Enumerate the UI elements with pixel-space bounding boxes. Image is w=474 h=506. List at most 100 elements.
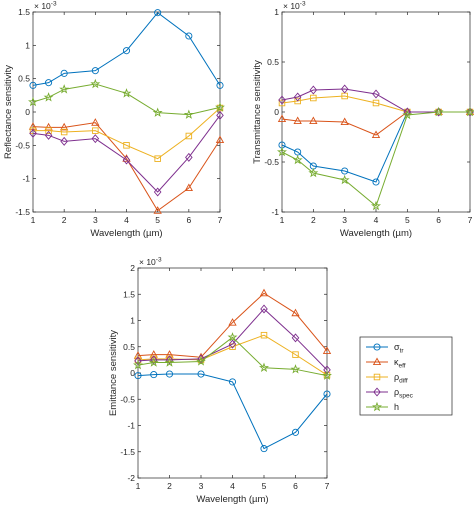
legend-label: ρspec bbox=[394, 387, 414, 400]
data-point-rho_spec bbox=[340, 84, 349, 94]
data-point-h bbox=[164, 357, 175, 367]
data-point-rho_diff bbox=[123, 142, 130, 149]
data-point-kappa_eff bbox=[259, 288, 269, 297]
chart-3: 1 2 3 4 5 6 7 -2 -1.5 -1 -0.5 0 0.5 1 1.5 2 × 10-3 Wavele… bbox=[108, 257, 332, 505]
data-point-h bbox=[339, 174, 350, 185]
data-point-h bbox=[121, 88, 132, 98]
data-point-h bbox=[308, 167, 319, 178]
x-tick-label: 7 bbox=[468, 215, 473, 225]
data-point-rho_diff bbox=[372, 99, 380, 107]
data-point-kappa_eff bbox=[322, 346, 332, 354]
data-point-rho_diff bbox=[278, 99, 286, 107]
data-point-rho_spec bbox=[278, 95, 286, 105]
data-point-kappa_eff bbox=[60, 122, 69, 131]
data-point-sigma_tr bbox=[197, 370, 205, 378]
y-tick-label: 0 bbox=[274, 107, 279, 117]
data-point-sigma_tr bbox=[134, 372, 142, 380]
data-point-rho_spec bbox=[291, 333, 300, 343]
data-point-sigma_tr bbox=[291, 428, 300, 436]
data-point-kappa_eff bbox=[277, 114, 287, 123]
data-point-kappa_eff bbox=[293, 116, 302, 125]
axes-frame bbox=[32, 11, 221, 213]
series-sigma_tr bbox=[134, 370, 331, 453]
y-tick-label: 0 bbox=[25, 107, 30, 117]
y-tick-label: 0.5 bbox=[267, 57, 279, 67]
data-point-h bbox=[322, 370, 332, 380]
data-point-sigma_tr bbox=[154, 9, 162, 17]
x-tick-label: 5 bbox=[262, 481, 267, 491]
data-point-kappa_eff bbox=[153, 206, 162, 214]
x-tick-label: 7 bbox=[325, 481, 330, 491]
data-point-rho_spec bbox=[29, 128, 37, 138]
exponent-label: × 10-3 bbox=[34, 1, 57, 12]
data-point-rho_spec bbox=[91, 134, 100, 144]
data-point-sigma_tr bbox=[45, 79, 53, 87]
y-tick-label: 1 bbox=[274, 7, 279, 17]
y-axis-label: Reflectance sensitivity bbox=[3, 65, 14, 159]
x-tick-label: 2 bbox=[62, 215, 67, 225]
legend: σtr κeff ρdiff ρspec h bbox=[359, 336, 453, 416]
data-point-kappa_eff bbox=[133, 351, 143, 359]
y-tick-label: 1.5 bbox=[123, 289, 135, 299]
data-point-h bbox=[215, 102, 225, 112]
data-point-h bbox=[465, 106, 474, 117]
data-point-kappa_eff bbox=[184, 183, 193, 192]
x-tick-label: 2 bbox=[167, 481, 172, 491]
y-tick-label: 0 bbox=[130, 368, 135, 378]
data-point-sigma_tr bbox=[185, 32, 193, 40]
data-point-h bbox=[259, 362, 269, 372]
data-point-h bbox=[292, 154, 303, 165]
data-point-h bbox=[148, 357, 159, 367]
series-line-h bbox=[281, 111, 470, 207]
data-point-h bbox=[43, 92, 54, 102]
y-tick-label: -1.5 bbox=[120, 447, 135, 457]
legend-entry-kappa_eff: κeff bbox=[366, 357, 406, 370]
x-axis-label: Wavelength (µm) bbox=[340, 228, 412, 239]
data-point-rho_diff bbox=[60, 128, 68, 136]
x-tick-label: 2 bbox=[311, 215, 316, 225]
x-tick-label: 1 bbox=[280, 215, 285, 225]
data-point-rho_diff bbox=[260, 331, 268, 339]
legend-marker bbox=[372, 401, 382, 412]
data-point-h bbox=[227, 332, 238, 342]
data-point-rho_spec bbox=[293, 92, 302, 102]
series-h bbox=[277, 106, 474, 211]
legend-entry-rho_spec: ρspec bbox=[366, 387, 414, 400]
data-point-h bbox=[277, 146, 287, 157]
data-point-rho_spec bbox=[260, 304, 268, 314]
data-point-rho_diff bbox=[292, 351, 299, 358]
data-point-h bbox=[133, 359, 143, 370]
legend-label: ρdiff bbox=[394, 372, 408, 385]
data-point-rho_spec bbox=[122, 155, 131, 165]
data-point-kappa_eff bbox=[291, 308, 300, 317]
x-axis-label: Wavelength (µm) bbox=[90, 228, 162, 239]
data-point-sigma_tr bbox=[228, 378, 237, 386]
x-tick-label: 4 bbox=[124, 215, 129, 225]
legend-marker bbox=[373, 373, 381, 381]
exponent-label: × 10-3 bbox=[283, 1, 306, 12]
data-point-h bbox=[59, 84, 70, 94]
data-point-sigma_tr bbox=[372, 178, 380, 186]
x-tick-label: 7 bbox=[218, 215, 223, 225]
y-tick-label: 1.5 bbox=[18, 7, 30, 17]
legend-label: h bbox=[394, 402, 399, 412]
data-point-kappa_eff bbox=[215, 135, 225, 144]
x-tick-label: 4 bbox=[374, 215, 379, 225]
data-point-sigma_tr bbox=[60, 69, 68, 77]
x-axis-label: Wavelength (µm) bbox=[196, 494, 268, 505]
x-tick-label: 6 bbox=[293, 481, 298, 491]
data-point-rho_spec bbox=[216, 110, 224, 120]
data-point-kappa_eff bbox=[44, 122, 53, 131]
data-point-kappa_eff bbox=[228, 318, 237, 326]
data-point-sigma_tr bbox=[29, 81, 37, 89]
data-point-rho_spec bbox=[60, 136, 68, 146]
series-h bbox=[133, 332, 332, 380]
data-point-sigma_tr bbox=[150, 371, 158, 379]
series-kappa_eff bbox=[28, 118, 225, 214]
data-point-h bbox=[28, 96, 38, 107]
data-point-rho_spec bbox=[309, 85, 318, 95]
x-tick-label: 1 bbox=[31, 215, 36, 225]
data-point-kappa_eff bbox=[91, 118, 100, 126]
x-tick-label: 3 bbox=[93, 215, 98, 225]
